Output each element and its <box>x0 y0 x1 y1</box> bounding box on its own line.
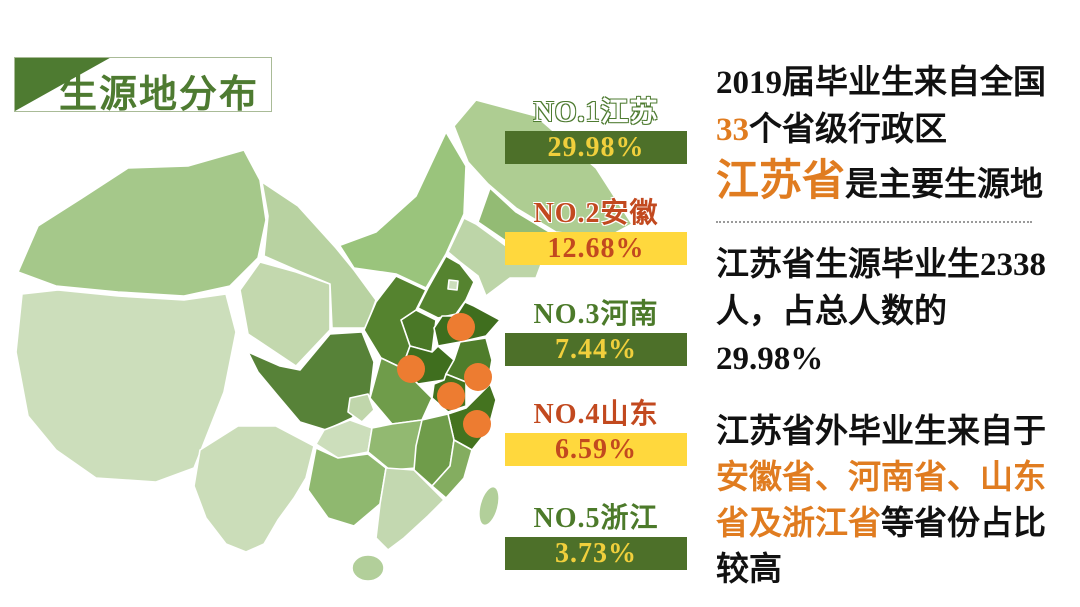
rank-percent-bar: 12.68% <box>505 232 687 265</box>
rank-item-2: NO.2安徽 12.68% <box>505 199 687 265</box>
province-taiwan <box>478 485 500 527</box>
province-hainan <box>351 554 385 582</box>
jiangsu-stats-section: 江苏省生源毕业生2338 人，占总人数的 29.98% <box>716 242 1068 383</box>
province-inner-mongolia <box>299 131 467 289</box>
intro-line-3: 江苏省是主要生源地 <box>716 154 1068 213</box>
jiangsu-stats-line-3: 29.98% <box>716 341 824 377</box>
province-qinghai <box>239 261 331 367</box>
other-provinces-part-1: 江苏省外毕业生来自于 <box>716 414 1046 450</box>
intro-line-3-rest: 是主要生源地 <box>845 167 1043 203</box>
province-tibet <box>15 289 237 483</box>
page-title: 生源地分布 <box>59 74 260 116</box>
rank-percent-bar: 29.98% <box>505 131 687 164</box>
rank-item-5: NO.5浙江 3.73% <box>505 504 687 570</box>
province-dot <box>437 382 465 410</box>
rank-label: NO.2安徽 <box>533 198 659 229</box>
province-xinjiang <box>17 149 267 297</box>
rank-item-3: NO.3河南 7.44% <box>505 300 687 366</box>
rank-percent-bar: 7.44% <box>505 333 687 366</box>
rank-percent-bar: 3.73% <box>505 537 687 570</box>
intro-section: 2019届毕业生来自全国 33个省级行政区 江苏省是主要生源地 <box>716 60 1068 213</box>
province-dot <box>447 313 475 341</box>
dotted-divider <box>716 221 1032 223</box>
section-title-box: 生源地分布 <box>14 57 272 116</box>
province-fujian <box>431 439 473 499</box>
province-hebei <box>417 255 475 319</box>
jiangsu-highlight: 江苏省 <box>716 158 845 205</box>
other-provinces-part-3: 等省份占比较高 <box>716 506 1046 588</box>
rank-item-1: NO.1江苏 29.98% <box>505 98 687 164</box>
province-yunnan <box>193 425 315 553</box>
intro-line-2-rest: 个省级行政区 <box>749 112 947 148</box>
province-count-highlight: 33 <box>716 112 749 148</box>
province-dot <box>464 363 492 391</box>
intro-line-1: 2019届毕业生来自全国 <box>716 65 1046 101</box>
province-liaoning <box>447 217 543 297</box>
other-provinces-highlight: 安徽省、河南省、山东省及浙江省 <box>716 460 1046 542</box>
province-sichuan <box>247 331 375 431</box>
province-chongqing <box>347 393 375 423</box>
jiangsu-stats-line-1: 江苏省生源毕业生2338 <box>716 247 1046 283</box>
rank-label: NO.4山东 <box>533 399 659 430</box>
rank-label: NO.1江苏 <box>533 97 659 128</box>
province-shaanxi <box>363 275 427 369</box>
province-gansu <box>261 181 377 329</box>
rank-percent-bar: 6.59% <box>505 433 687 466</box>
rank-label: NO.3河南 <box>533 299 659 330</box>
province-dot <box>397 355 425 383</box>
province-beijing <box>447 279 459 291</box>
province-guangxi <box>307 447 387 527</box>
jiangsu-stats-line-2: 人，占总人数的 <box>716 294 947 330</box>
rank-item-4: NO.4山东 6.59% <box>505 400 687 466</box>
province-guangdong <box>375 467 445 551</box>
other-provinces-section: 江苏省外毕业生来自于安徽省、河南省、山东省及浙江省等省份占比较高 <box>716 409 1068 593</box>
province-dot <box>463 410 491 438</box>
intro-line-2: 33个省级行政区 <box>716 107 1068 154</box>
rank-label: NO.5浙江 <box>533 503 659 534</box>
